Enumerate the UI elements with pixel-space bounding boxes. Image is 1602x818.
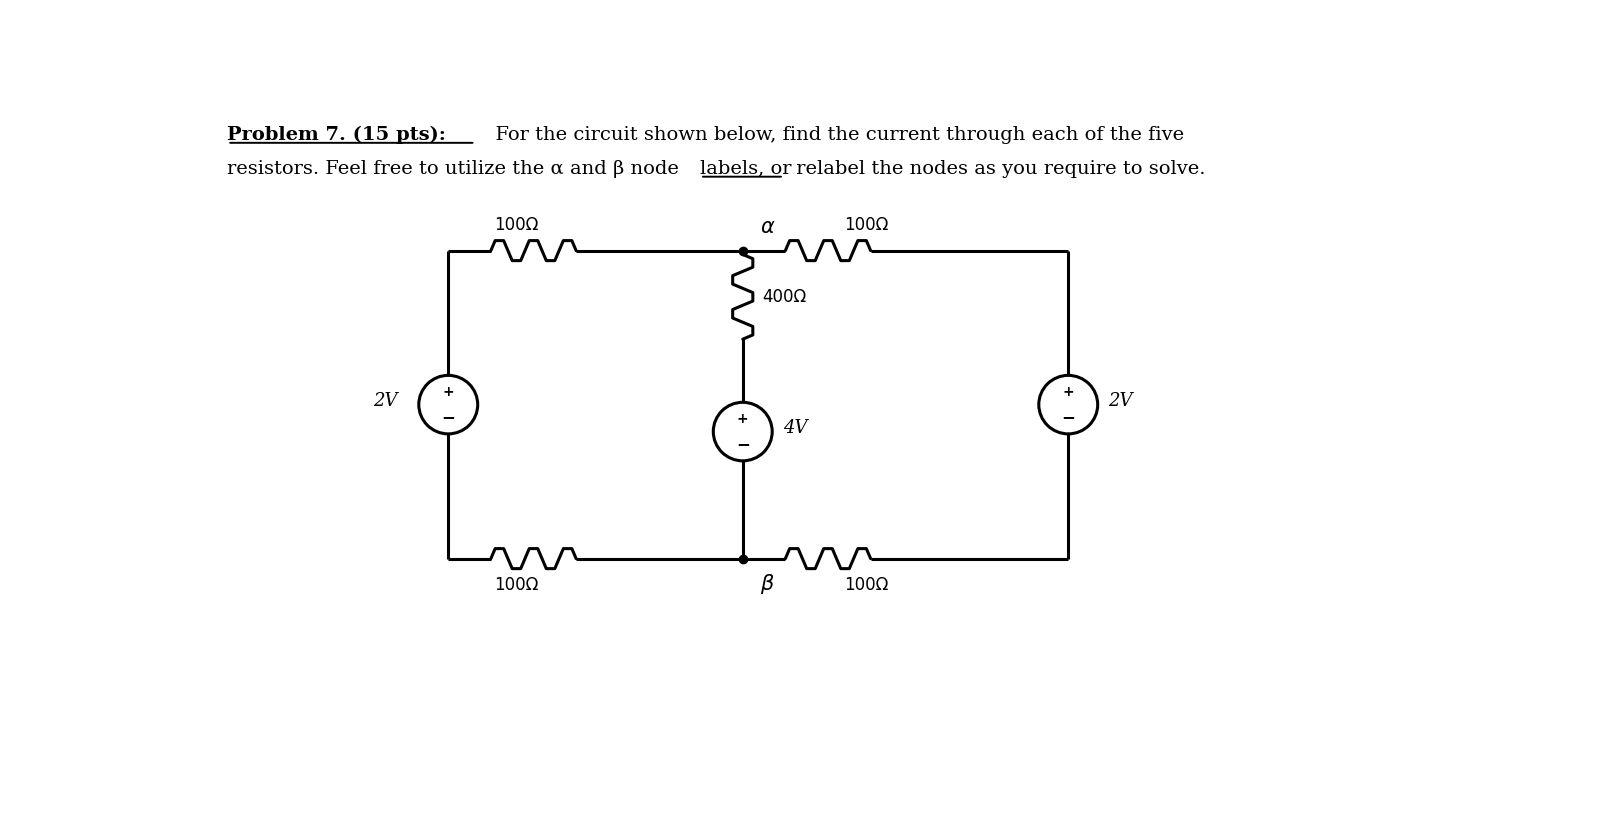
Text: 100Ω: 100Ω	[495, 576, 538, 594]
Text: 4V: 4V	[783, 419, 807, 437]
Text: +: +	[442, 385, 453, 399]
Text: 400Ω: 400Ω	[763, 288, 806, 306]
Text: −: −	[441, 408, 455, 426]
Text: labels, or: labels, or	[700, 160, 791, 178]
Text: $\beta$: $\beta$	[759, 573, 774, 596]
Text: 2V: 2V	[373, 392, 397, 410]
Text: 100Ω: 100Ω	[844, 576, 889, 594]
Text: resistors. Feel free to utilize the α and β node: resistors. Feel free to utilize the α an…	[227, 160, 686, 178]
Text: −: −	[1061, 408, 1075, 426]
Text: −: −	[735, 435, 750, 453]
Text: 2V: 2V	[1109, 392, 1133, 410]
Text: 100Ω: 100Ω	[495, 216, 538, 234]
Text: relabel the nodes as you require to solve.: relabel the nodes as you require to solv…	[790, 160, 1206, 178]
Text: $\alpha$: $\alpha$	[759, 218, 775, 236]
Text: +: +	[1062, 385, 1073, 399]
Text: Problem 7. (15 pts):: Problem 7. (15 pts):	[227, 126, 447, 144]
Text: 100Ω: 100Ω	[844, 216, 889, 234]
Text: For the circuit shown below, find the current through each of the five: For the circuit shown below, find the cu…	[484, 126, 1184, 144]
Text: +: +	[737, 412, 748, 426]
